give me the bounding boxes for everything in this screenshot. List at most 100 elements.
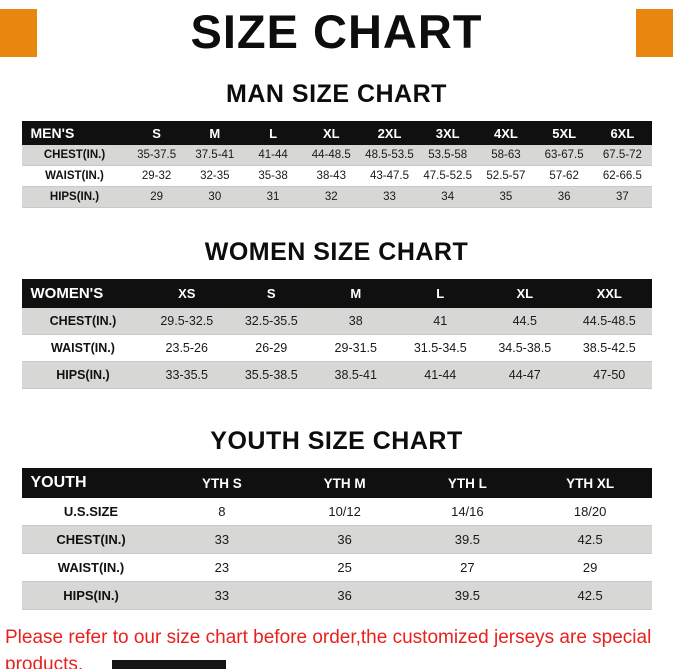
size-value-cell: 37.5-41 [185,145,244,166]
size-column-header: S [229,279,314,308]
section-title-man: MAN SIZE CHART [226,80,447,108]
size-value-cell: 32.5-35.5 [229,308,314,335]
row-label-cell: U.S.SIZE [21,498,161,526]
size-value-cell: 44.5-48.5 [567,308,652,335]
size-value-cell: 36 [283,525,406,554]
size-value-cell: 34 [418,186,477,208]
footer-note-line1: Please refer to our size chart before or… [5,627,652,669]
table-row: HIPS(IN.) 33 36 39.5 42.5 [21,581,652,610]
size-value-cell: 29 [528,553,652,582]
table-row: HIPS(IN.) 29 30 31 32 33 34 35 36 37 [21,186,652,208]
table-row: U.S.SIZE 8 10/12 14/16 18/20 [21,498,652,526]
footer-note: Please refer to our size chart before or… [5,624,673,669]
size-value-cell: 8 [160,498,284,526]
table-row: CHEST(IN.) 29.5-32.5 32.5-35.5 38 41 44.5 44.5… [21,308,652,335]
size-column-header: YTH XL [528,468,652,498]
size-value-cell: 33 [160,525,284,554]
size-value-cell: 35-38 [243,165,303,187]
table-row: WAIST(IN.) 29-32 32-35 35-38 38-43 43-47.5 47.… [21,165,652,187]
table-label-header: WOMEN'S [21,279,145,308]
size-value-cell: 42.5 [528,581,652,610]
size-value-cell: 38.5-42.5 [567,334,652,362]
size-value-cell: 41-44 [398,361,483,389]
header-row: WOMEN'S XS S M L XL XXL [21,279,652,308]
size-value-cell: 25 [283,553,406,582]
size-value-cell: 26-29 [229,334,314,362]
size-value-cell: 31.5-34.5 [398,334,483,362]
size-value-cell: 62-66.5 [593,165,652,187]
table-row: WAIST(IN.) 23 25 27 29 [21,553,652,582]
row-label-cell: CHEST(IN.) [21,308,145,335]
table-label-header: MEN'S [21,121,128,145]
size-value-cell: 57-62 [535,165,594,187]
size-column-header: M [185,121,244,145]
size-value-cell: 39.5 [406,525,529,554]
row-label-cell: HIPS(IN.) [21,186,128,208]
row-label-cell: CHEST(IN.) [21,525,161,554]
size-value-cell: 42.5 [528,525,652,554]
size-column-header: S [127,121,186,145]
size-value-cell: 41 [398,308,483,335]
size-column-header: 3XL [418,121,477,145]
table-row: WAIST(IN.) 23.5-26 26-29 29-31.5 31.5-34.5 34… [21,334,652,362]
row-label-cell: HIPS(IN.) [21,581,161,610]
size-value-cell: 29.5-32.5 [144,308,229,335]
size-value-cell: 38 [313,308,398,335]
bottom-left-bar [112,660,226,669]
size-column-header: YTH S [160,468,284,498]
size-value-cell: 35 [476,186,536,208]
row-label-cell: CHEST(IN.) [21,145,128,166]
size-column-header: 6XL [593,121,652,145]
size-value-cell: 30 [185,186,244,208]
size-value-cell: 53.5-58 [418,145,477,166]
size-value-cell: 37 [593,186,652,208]
man-size-chart-section: MAN SIZE CHART MEN'S S M L XL 2XL 3XL 4XL 5XL 6XL… [0,80,673,208]
size-value-cell: 33 [160,581,284,610]
size-value-cell: 32-35 [185,165,244,187]
size-value-cell: 14/16 [406,498,529,526]
header-row: YOUTH YTH S YTH M YTH L YTH XL [21,468,652,498]
size-value-cell: 29 [127,186,186,208]
section-title-women: WOMEN SIZE CHART [204,238,469,266]
size-column-header: YTH L [406,468,529,498]
size-value-cell: 44-47 [482,361,567,389]
size-value-cell: 67.5-72 [593,145,652,166]
size-value-cell: 18/20 [528,498,652,526]
women-size-chart-section: WOMEN SIZE CHART WOMEN'S XS S M L XL XXL CHEST(… [0,238,673,389]
size-column-header: 2XL [360,121,419,145]
size-value-cell: 31 [243,186,303,208]
size-column-header: 4XL [476,121,536,145]
women-size-table: WOMEN'S XS S M L XL XXL CHEST(IN.) 29.5-32.5 32.5… [21,279,652,389]
size-value-cell: 27 [406,553,529,582]
size-column-header: XL [302,121,361,145]
size-value-cell: 23 [160,553,284,582]
size-value-cell: 39.5 [406,581,529,610]
table-row: CHEST(IN.) 35-37.5 37.5-41 41-44 44-48.5 48.5… [21,145,652,166]
size-value-cell: 38.5-41 [313,361,398,389]
size-value-cell: 32 [302,186,361,208]
size-column-header: XS [144,279,229,308]
size-column-header: XL [482,279,567,308]
corner-accent-left [0,9,37,57]
size-column-header: M [313,279,398,308]
size-value-cell: 35.5-38.5 [229,361,314,389]
corner-accent-right [636,9,673,57]
size-column-header: XXL [567,279,652,308]
table-row: CHEST(IN.) 33 36 39.5 42.5 [21,525,652,554]
size-value-cell: 29-31.5 [313,334,398,362]
size-value-cell: 36 [535,186,594,208]
row-label-cell: HIPS(IN.) [21,361,145,389]
table-row: HIPS(IN.) 33-35.5 35.5-38.5 38.5-41 41-44 44-… [21,361,652,389]
size-value-cell: 43-47.5 [360,165,419,187]
youth-size-table: YOUTH YTH S YTH M YTH L YTH XL U.S.SIZE 8 10/12… [21,468,652,610]
youth-size-chart-section: YOUTH SIZE CHART YOUTH YTH S YTH M YTH L YTH… [0,427,673,610]
size-value-cell: 36 [283,581,406,610]
size-value-cell: 35-37.5 [127,145,186,166]
size-value-cell: 52.5-57 [476,165,536,187]
size-value-cell: 48.5-53.5 [360,145,419,166]
row-label-cell: WAIST(IN.) [21,553,161,582]
size-value-cell: 23.5-26 [144,334,229,362]
page-title: SIZE CHART [190,5,483,58]
size-value-cell: 10/12 [283,498,406,526]
